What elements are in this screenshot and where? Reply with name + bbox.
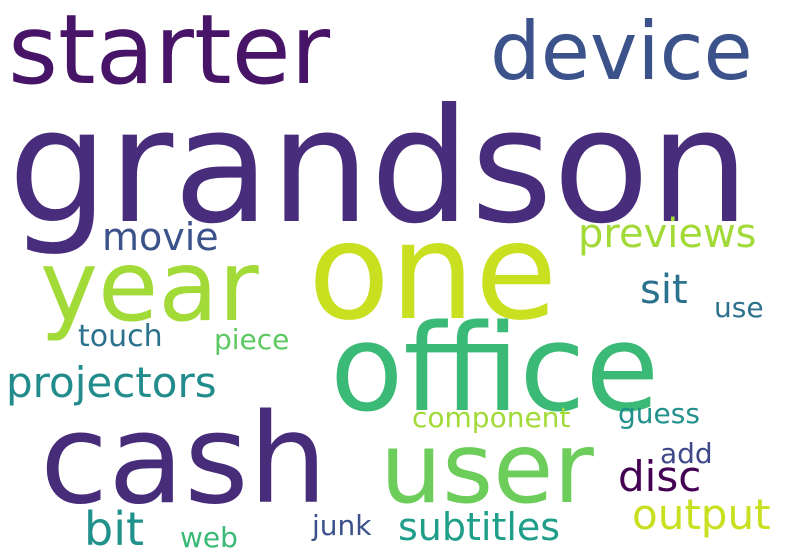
word-touch: touch (78, 319, 163, 354)
word-add: add (660, 437, 713, 470)
word-year: year (40, 230, 259, 344)
word-starter: starter (8, 0, 331, 106)
word-cash: cash (40, 388, 328, 532)
word-projectors: projectors (6, 358, 217, 407)
word-piece: piece (214, 323, 290, 356)
word-bit: bit (84, 502, 145, 556)
word-previews: previews (578, 211, 757, 257)
word-grandson: grandson (8, 75, 750, 259)
word-output: output (632, 490, 771, 539)
word-component: component (412, 401, 571, 434)
word-use: use (714, 291, 764, 324)
word-office: office (330, 300, 660, 439)
word-movie: movie (102, 215, 219, 259)
word-device: device (490, 5, 753, 98)
word-subtitles: subtitles (398, 505, 561, 549)
word-junk: junk (312, 509, 372, 542)
word-web: web (180, 521, 238, 554)
word-guess: guess (618, 397, 700, 430)
word-user: user (380, 412, 594, 526)
word-one: one (308, 194, 558, 350)
word-disc: disc (618, 452, 702, 501)
word-sit: sit (640, 267, 688, 313)
